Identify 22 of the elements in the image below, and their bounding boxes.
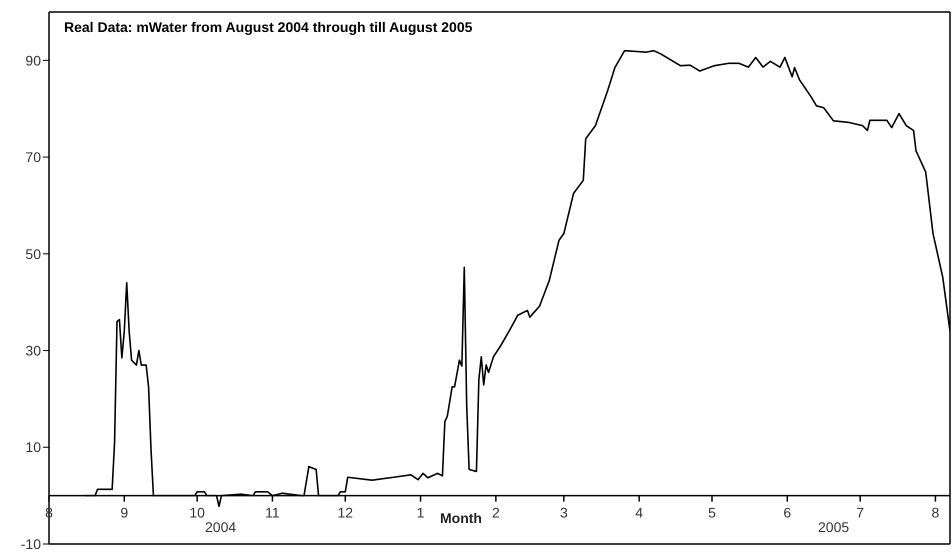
x-tick-label: 8 — [932, 504, 940, 521]
x-tick-label: 7 — [856, 504, 864, 521]
x-axis-title: Month — [440, 510, 482, 526]
y-tick-label: 10 — [25, 439, 42, 456]
x-tick-label: 5 — [708, 504, 716, 521]
text: Real Data: mWater from August 2004 through till August 2005 — [64, 19, 472, 35]
x-tick-label: 4 — [635, 504, 644, 521]
x-tick-label: 3 — [560, 504, 568, 521]
x-tick-label: 10 — [189, 504, 206, 521]
annotation: 2004 — [205, 519, 236, 535]
x-tick-label: 2 — [492, 504, 500, 521]
y-tick-label: 70 — [25, 149, 42, 166]
x-tick-label: 9 — [120, 504, 128, 521]
y-tick-label: -10 — [20, 536, 42, 552]
x-tick-label: 1 — [416, 504, 425, 521]
x-tick-label: 6 — [783, 504, 792, 521]
y-tick-label: 30 — [25, 342, 42, 359]
y-tick-label: 50 — [25, 246, 42, 262]
y-tick-label: 90 — [25, 52, 42, 68]
x-tick-label: 11 — [265, 504, 280, 521]
x-tick-label: 12 — [337, 504, 354, 521]
annotation: 2005 — [818, 519, 850, 535]
